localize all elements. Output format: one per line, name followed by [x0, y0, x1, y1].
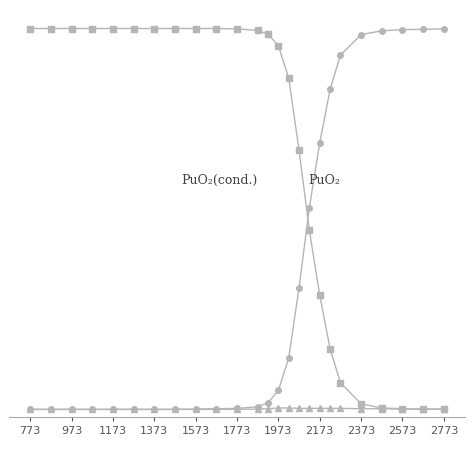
Text: PuO₂(cond.): PuO₂(cond.) — [181, 174, 257, 187]
Text: PuO₂: PuO₂ — [309, 174, 341, 187]
